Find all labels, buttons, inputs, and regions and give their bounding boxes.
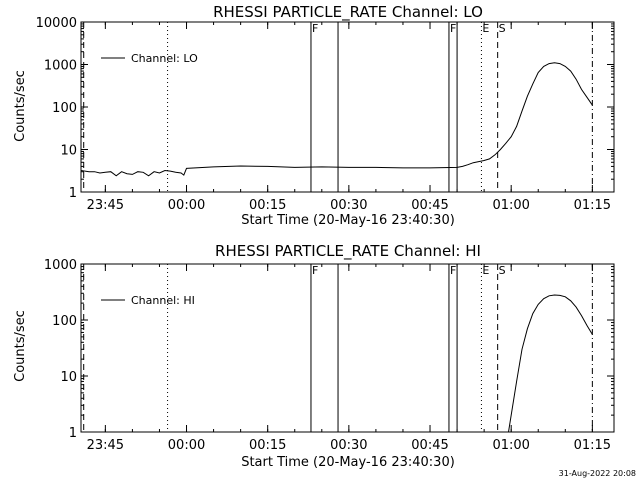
y-tick-label: 10 (60, 144, 77, 159)
x-tick-label: 00:30 (330, 438, 367, 453)
y-tick-label: 10000 (36, 16, 77, 31)
panel-hi-xlabel: Start Time (20-May-16 23:40:30) (241, 455, 455, 470)
panel-hi-title: RHESSI PARTICLE_RATE Channel: HI (215, 242, 481, 261)
legend-label: Channel: LO (131, 52, 198, 65)
event-marker-label: E (482, 264, 489, 277)
y-tick-label: 1 (69, 426, 77, 441)
x-tick-label: 00:15 (249, 438, 286, 453)
event-marker-label: F (312, 264, 318, 277)
y-tick-label: 100 (52, 101, 77, 116)
panel-hi-ylabel: Counts/sec (13, 310, 28, 382)
x-tick-label: 01:00 (492, 198, 529, 213)
event-marker-label: F (450, 22, 456, 35)
footer-timestamp: 31-Aug-2022 20:08 (559, 469, 636, 478)
panel-lo-ylabel: Counts/sec (13, 70, 28, 142)
y-tick-label: 1000 (44, 59, 77, 74)
x-tick-label: 00:00 (168, 438, 205, 453)
x-tick-label: 00:45 (411, 438, 448, 453)
event-marker-label: E (482, 22, 489, 35)
event-marker-label: S (499, 22, 506, 35)
x-tick-label: 01:00 (492, 438, 529, 453)
panel-lo-xlabel: Start Time (20-May-16 23:40:30) (241, 213, 455, 228)
x-tick-label: 01:15 (574, 198, 611, 213)
x-tick-label: 00:00 (168, 198, 205, 213)
y-tick-label: 1 (69, 186, 77, 201)
event-marker-label: F (312, 22, 318, 35)
event-marker-label: F (450, 264, 456, 277)
x-tick-label: 23:45 (87, 198, 124, 213)
plot-frame (80, 263, 615, 433)
series-line (508, 294, 593, 433)
y-tick-label: 1000 (44, 258, 77, 273)
legend-label: Channel: HI (131, 294, 195, 307)
x-tick-label: 00:15 (249, 198, 286, 213)
y-tick-label: 10 (60, 370, 77, 385)
y-tick-label: 100 (52, 314, 77, 329)
x-tick-label: 00:45 (411, 198, 448, 213)
panel-lo-title: RHESSI PARTICLE_RATE Channel: LO (213, 3, 483, 22)
panel-hi: 1 10 100 1000 23:45 00:00 00:15 00:30 00:45 01:00… (44, 258, 615, 453)
series-line (80, 62, 593, 177)
x-tick-label: 23:45 (87, 438, 124, 453)
plot-frame (80, 21, 615, 193)
x-tick-label: 00:30 (330, 198, 367, 213)
panel-lo: 1 10 100 1000 10000 23:45 00:00 00:15 00:30 00:45… (36, 16, 615, 213)
x-tick-label: 01:15 (574, 438, 611, 453)
event-marker-label: S (499, 264, 506, 277)
